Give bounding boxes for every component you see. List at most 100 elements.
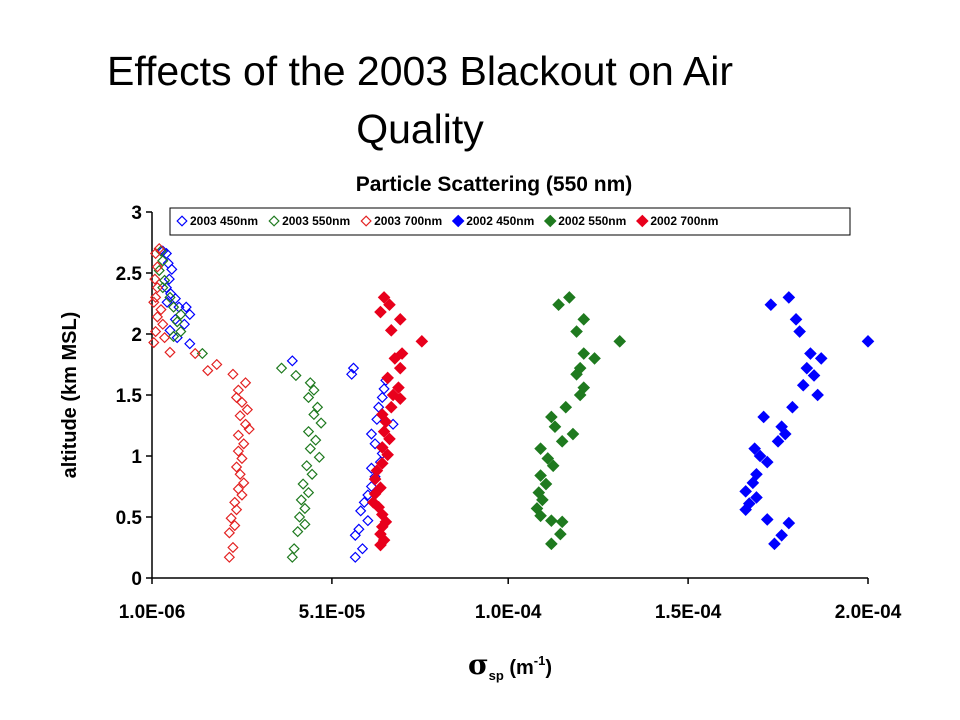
data-point [384, 400, 398, 414]
data-points [148, 242, 875, 563]
x-axis-label-subscript: sp [489, 668, 504, 683]
data-point [189, 347, 201, 360]
data-point [807, 369, 821, 382]
data-point [223, 527, 236, 539]
data-point [748, 442, 761, 455]
data-point [151, 261, 164, 273]
data-point [768, 537, 781, 551]
series-1 [153, 245, 327, 563]
data-point [308, 384, 320, 396]
data-point [295, 494, 307, 506]
data-point [275, 362, 288, 374]
data-point [301, 460, 313, 472]
x-axis-label-close: ) [545, 657, 552, 679]
data-point [149, 273, 161, 285]
data-point [613, 335, 627, 348]
data-point [149, 325, 162, 338]
data-point [229, 519, 241, 532]
data-point [541, 452, 555, 465]
data-point [393, 361, 407, 375]
legend-marker [268, 215, 280, 227]
data-point [577, 347, 591, 360]
legend-label: 2003 700nm [374, 214, 442, 228]
series-3 [739, 291, 875, 551]
data-point [232, 445, 245, 457]
data-point [304, 377, 316, 389]
data-point [369, 438, 381, 450]
data-point [739, 485, 752, 498]
data-point [230, 461, 243, 473]
slide-title-line-2: Quality [356, 106, 484, 152]
data-point [384, 324, 398, 337]
data-point [202, 364, 214, 377]
data-point [375, 457, 389, 470]
y-tick-label: 2 [131, 325, 142, 346]
y-tick-label: 2.5 [116, 264, 143, 285]
slide-title: Effects of the 2003 Blackout on Air Qual… [20, 42, 820, 158]
legend-marker [451, 214, 465, 228]
data-point [236, 489, 248, 501]
data-point [415, 335, 429, 348]
data-point [234, 468, 246, 480]
data-point [383, 432, 396, 446]
data-point [573, 388, 587, 402]
data-point [164, 324, 176, 336]
data-point [793, 325, 806, 338]
data-point [211, 358, 223, 371]
data-point [286, 551, 298, 563]
data-point [739, 503, 752, 516]
data-point [358, 496, 370, 509]
data-point [308, 408, 320, 421]
data-point [304, 443, 316, 455]
data-point [238, 477, 250, 489]
x-axis-label-sigma: σ [468, 648, 489, 681]
legend-marker [636, 214, 649, 228]
data-point [299, 518, 311, 530]
data-point [588, 352, 601, 365]
data-point [393, 392, 407, 405]
data-point [234, 410, 246, 422]
data-point [288, 543, 300, 555]
data-point [239, 377, 252, 389]
y-tick-label: 0.5 [116, 508, 143, 529]
data-point [306, 468, 318, 480]
data-point [782, 291, 796, 304]
data-point [760, 455, 774, 469]
x-tick-label: 5.1E-05 [299, 602, 366, 623]
data-point [554, 527, 567, 541]
data-point [293, 511, 306, 523]
data-point [782, 516, 796, 530]
chart-legend: 2003 450nm 2003 550nm 2003 700nm 2002 450nm… [169, 207, 851, 236]
data-point [764, 298, 778, 312]
data-point [750, 467, 763, 481]
data-point [292, 525, 304, 538]
data-point [157, 281, 169, 294]
data-point [297, 478, 309, 490]
data-point [227, 541, 239, 554]
data-point [536, 493, 549, 507]
data-point [545, 537, 558, 551]
legend-box [169, 207, 851, 236]
data-point [148, 336, 160, 349]
data-point [315, 417, 327, 429]
chart-title: Particle Scattering (550 nm) [356, 173, 633, 196]
data-point [155, 245, 167, 257]
series-5 [366, 291, 429, 552]
data-point [383, 298, 396, 312]
data-point [800, 361, 814, 375]
data-point [796, 378, 810, 392]
legend-marker [360, 215, 372, 227]
data-point [377, 425, 391, 438]
data-point [377, 291, 391, 304]
data-point [184, 308, 196, 321]
data-point [171, 316, 183, 328]
slide-title-line-1: Effects of the 2003 Blackout on Air [106, 48, 734, 94]
data-point [241, 403, 253, 416]
data-point [356, 543, 369, 555]
data-point [775, 528, 788, 542]
data-point [164, 291, 176, 304]
x-ticks: 1.0E-06 5.1E-05 1.0E-04 1.5E-04 2.0E-04 [119, 578, 902, 623]
data-point [160, 247, 173, 260]
y-axis-label: altitude (km MSL) [59, 312, 81, 479]
